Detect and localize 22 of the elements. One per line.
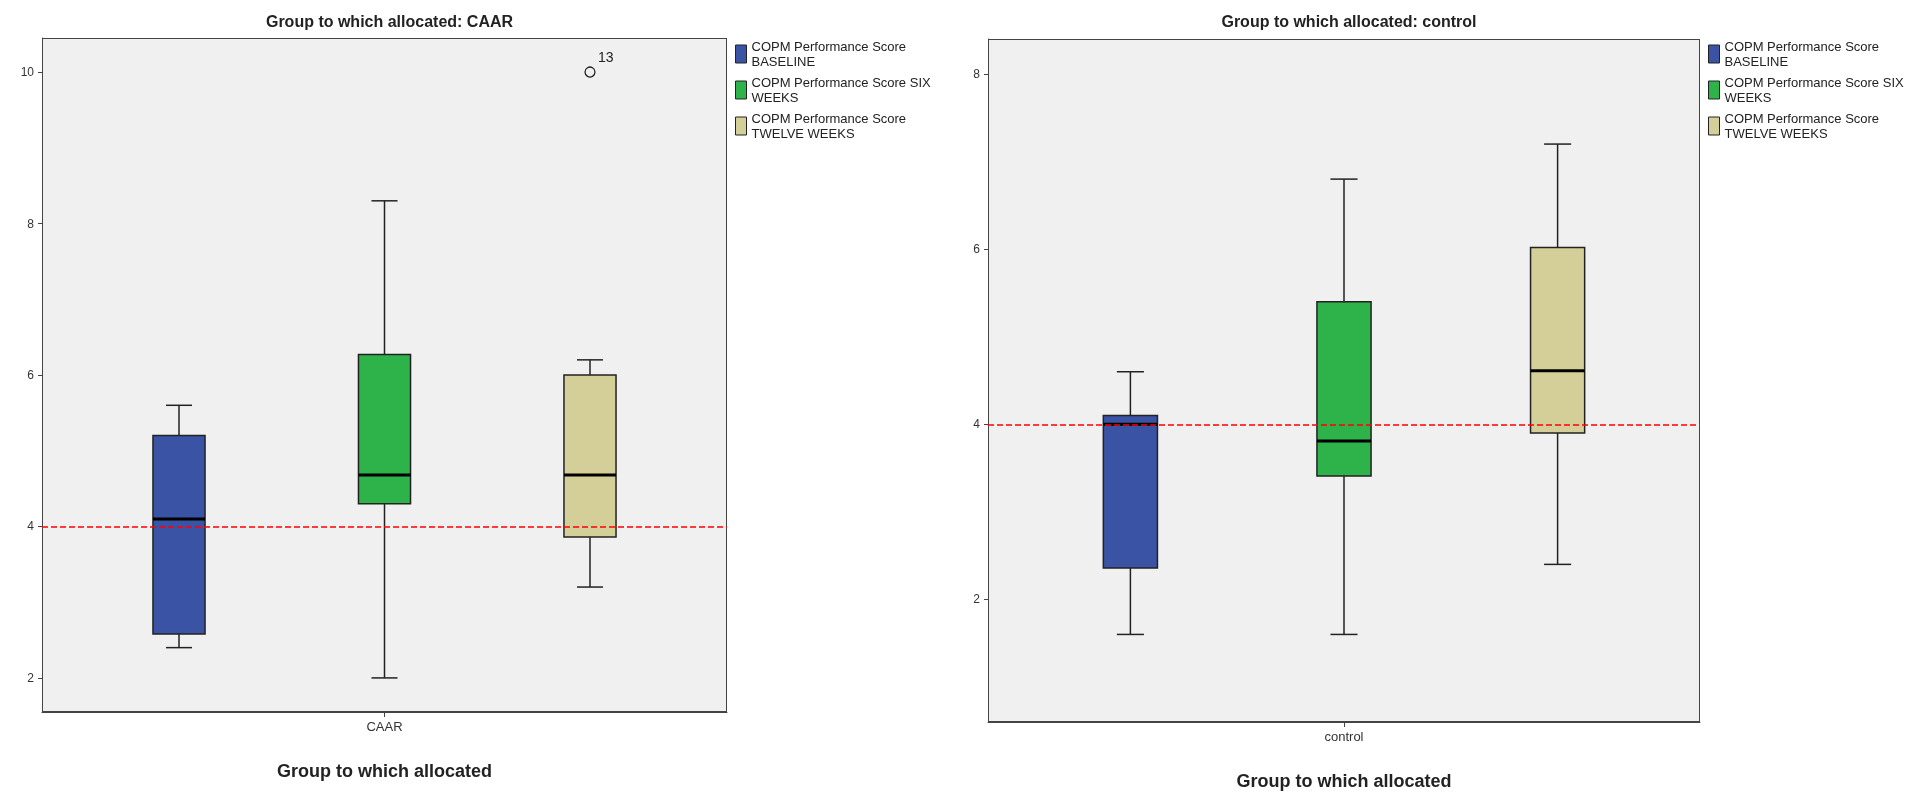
y-tick-label: 4 [27,519,35,534]
legend-label: COPM Performance Score TWELVE WEEKS [1724,111,1883,141]
y-tick-label: 8 [27,216,35,231]
chart-title: Group to which allocated: CAAR [265,12,514,30]
y-tick-label: 2 [973,592,981,607]
legend-label: COPM Performance Score SIX WEEKS [751,75,935,105]
annotation: 13 [598,49,614,66]
chart-title: Group to which allocated: control [1221,12,1477,30]
x-axis-title: Group to which allocated [276,761,493,781]
y-tick-label: 10 [20,65,35,80]
x-tick-label: CAAR [366,719,403,734]
legend-label: COPM Performance Score BASELINE [751,39,910,69]
legend-label: COPM Performance Score BASELINE [1724,39,1883,69]
y-tick-label: 4 [973,417,981,432]
legend-label: COPM Performance Score TWELVE WEEKS [751,111,910,141]
legend-label: COPM Performance Score SIX WEEKS [1724,75,1908,105]
x-tick-label: control [1324,729,1364,744]
y-tick-label: 6 [27,368,35,382]
y-tick-label: 8 [973,67,981,82]
y-tick-label: 6 [973,242,981,257]
x-axis-title: Group to which allocated [1236,771,1452,791]
y-tick-label: 2 [27,670,35,685]
